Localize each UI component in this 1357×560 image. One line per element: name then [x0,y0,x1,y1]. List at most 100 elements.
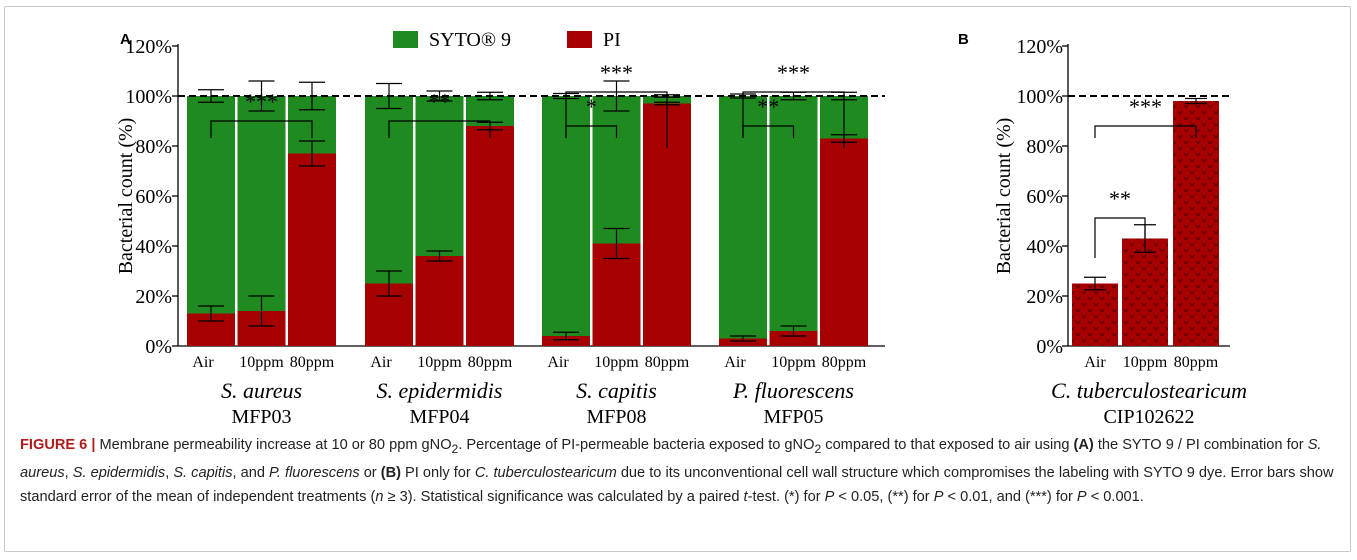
x-tick-label: 80ppm [645,354,690,371]
significance-bracket [1094,217,1146,258]
y-axis-label: Bacterial count (%) [993,118,1015,275]
caption-text: ≥ 3). Statistical significance was calcu… [383,488,744,505]
panel-b: B 0% 20% 40% 60% 80% 100% 120% Bacterial count (… [958,31,1247,428]
caption-text: or [359,464,381,481]
caption-text: PI only for [401,464,475,481]
bar-pi [415,256,464,346]
x-tick-label: 80ppm [290,354,335,371]
y-tick-label: 0% [1036,336,1063,358]
x-tick-label: 80ppm [468,354,513,371]
panel-label: A [120,31,131,48]
y-tick-label: 60% [135,186,172,208]
group-strain-label: MFP08 [586,406,646,428]
legend-label: SYTO® 9 [429,29,511,51]
significance-bracket [210,120,313,138]
y-tick-label: 100% [1016,86,1063,108]
caption-text: the SYTO 9 / PI combination for [1093,437,1308,453]
group-strain-label: MFP04 [409,406,469,428]
panel-a: A SYTO® 9 PI 0% 20% 40% 60% 80% 100% 120% Bacteria… [115,29,885,428]
significance-bracket [565,91,668,148]
x-tick-label: 10ppm [239,354,284,371]
caption-variable: P [1076,488,1087,505]
x-tick-label: Air [192,354,214,371]
caption-text: < 0.05, (**) for [834,488,934,505]
significance-label: *** [600,60,633,85]
caption-species: S. epidermidis [72,464,166,481]
group-species-label: S. aureus [221,378,302,403]
group-strain-label: MFP03 [231,406,291,428]
caption-text: , [64,464,73,481]
caption-subscript: 2 [814,441,822,456]
caption-subscript: 2 [451,441,459,456]
significance-label: *** [245,89,278,114]
legend-label: PI [603,29,621,51]
x-tick-label: 10ppm [594,354,639,371]
y-tick-label: 20% [1026,286,1063,308]
significance-label: *** [1129,94,1162,119]
caption-variable: t [743,488,748,505]
bar-pi [1122,238,1168,346]
y-tick-label: 0% [145,336,172,358]
bar-pi [719,338,767,346]
bar-pi [466,126,514,346]
x-tick-label: Air [1084,354,1106,371]
bar-pi [1173,101,1219,346]
y-tick-label: 120% [125,36,172,58]
y-tick-label: 80% [1026,136,1063,158]
x-tick-label: 10ppm [1123,354,1168,371]
y-tick-label: 80% [135,136,172,158]
caption-species: P. fluorescens [269,464,360,481]
caption-text: < 0.001. [1086,488,1144,505]
x-tick-label: Air [724,354,746,371]
caption-text: , [165,464,174,481]
caption-text: Membrane permeability increase at 10 or … [95,437,452,453]
significance-label: ** [429,89,451,114]
significance-label: * [586,94,597,119]
caption-figure-label: FIGURE 6 | [20,437,96,453]
significance-bracket [1094,125,1197,138]
x-tick-label: Air [370,354,392,371]
caption-variable: P [933,488,944,505]
group-species-label: C. tuberculostearicum [1051,378,1247,403]
y-axis-label: Bacterial count (%) [115,118,137,275]
bar-pi [820,138,868,346]
x-tick-label: 10ppm [417,354,462,371]
caption-variable: n [375,488,384,505]
caption-text: compared to that exposed to air using [821,437,1074,453]
legend-swatch [393,31,418,48]
caption-text: -test. (*) for [747,488,825,505]
bar-pi [769,331,818,346]
bar-syto9 [415,96,464,256]
caption-species: C. tuberculostearicum [474,464,617,481]
caption-panel-a-label: (A) [1073,437,1094,453]
y-tick-label: 100% [125,86,172,108]
bar-pi [1072,283,1118,346]
significance-bracket [388,120,491,138]
legend-swatch [567,31,592,48]
y-tick-label: 40% [1026,236,1063,258]
y-tick-label: 20% [135,286,172,308]
significance-label: ** [757,94,779,119]
y-tick-label: 60% [1026,186,1063,208]
x-tick-label: 80ppm [822,354,867,371]
significance-bracket [742,91,845,148]
group-strain-label: MFP05 [763,406,823,428]
bar-pi [288,153,336,346]
caption-text: , and [232,464,270,481]
caption-text: . Percentage of PI-permeable bacteria ex… [458,437,815,453]
figure-caption: FIGURE 6 | Membrane permeability increas… [20,433,1338,509]
group-species-label: S. capitis [576,378,657,403]
caption-species: S. capitis [173,464,233,481]
caption-species: S. aureus [20,437,1322,481]
bar-pi [592,243,641,346]
caption-text: < 0.01, and (***) for [943,488,1077,505]
caption-text: due to its unconventional cell wall stru… [20,464,1334,505]
panel-label: B [958,31,969,48]
y-tick-label: 40% [135,236,172,258]
significance-label: *** [777,60,810,85]
x-tick-label: Air [547,354,569,371]
figure-svg: A SYTO® 9 PI 0% 20% 40% 60% 80% 100% 120% Bacteria… [115,29,1247,428]
bar-syto9 [592,96,641,244]
group-species-label: P. fluorescens [732,378,854,403]
caption-panel-b-label: (B) [380,464,401,481]
